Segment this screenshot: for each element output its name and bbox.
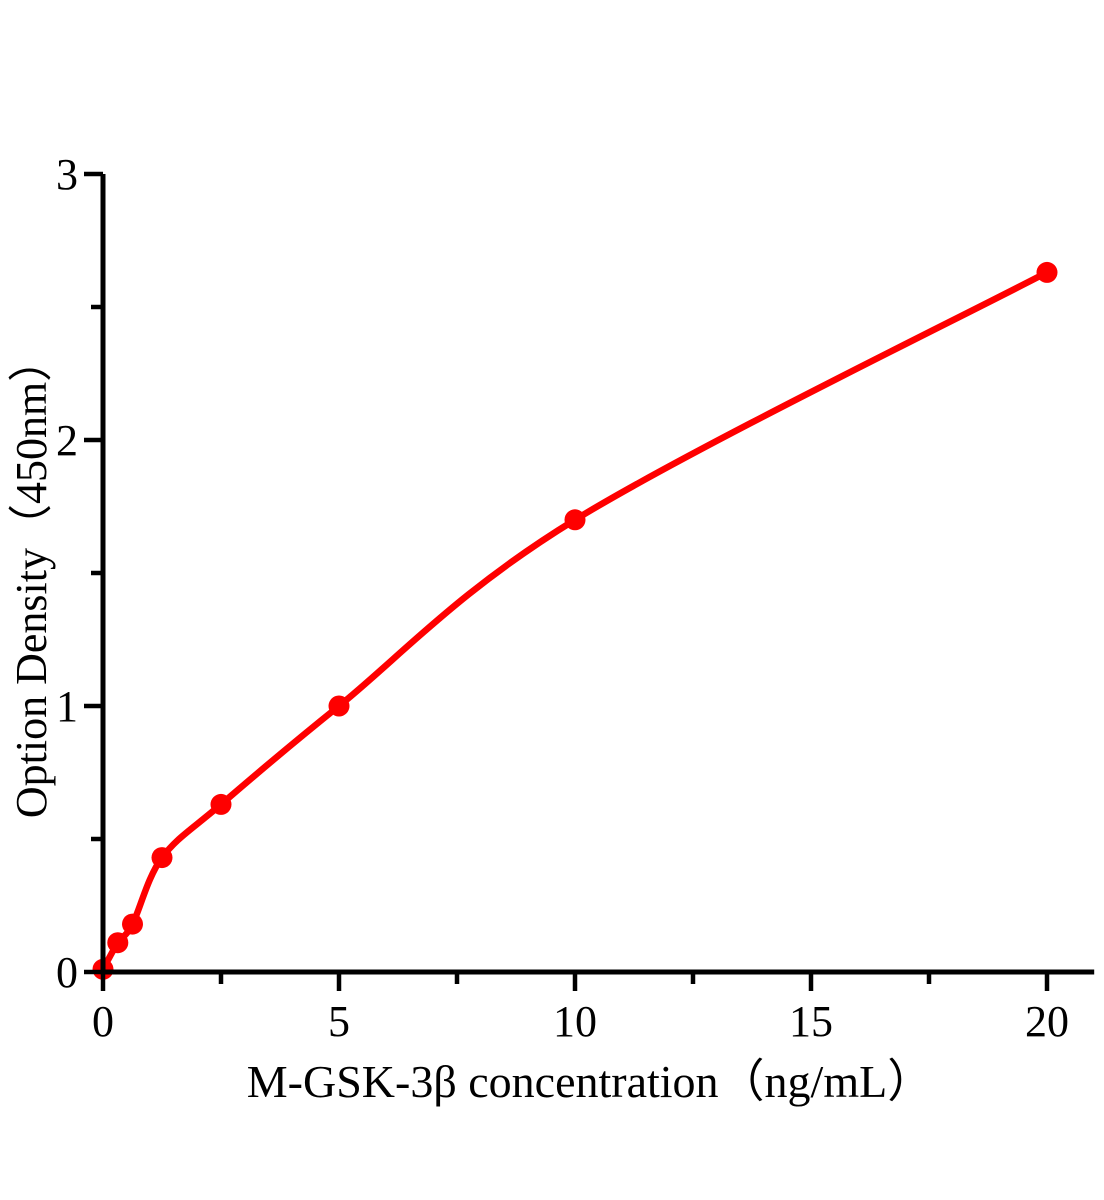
x-tick-label-15: 15 bbox=[789, 997, 833, 1046]
data-point-marker-2.5 bbox=[210, 793, 232, 815]
x-axis-title: M-GSK-3β concentration（ng/mL） bbox=[247, 1056, 933, 1107]
y-tick-label-3: 3 bbox=[56, 150, 78, 199]
data-point-marker-0.625 bbox=[122, 913, 143, 935]
y-tick-label-1: 1 bbox=[56, 682, 78, 731]
marker-layer bbox=[92, 261, 1058, 980]
standard-curve-path bbox=[99, 269, 1051, 973]
tick-label-layer: 0 5 10 15 20 0 1 2 3 bbox=[56, 150, 1069, 1046]
data-point-marker-5 bbox=[328, 695, 350, 717]
x-tick-label-5: 5 bbox=[328, 997, 350, 1046]
data-point-marker-10 bbox=[564, 509, 586, 531]
data-point-marker-0.313 bbox=[107, 932, 129, 954]
curve-layer bbox=[99, 269, 1051, 973]
x-tick-label-0: 0 bbox=[92, 997, 114, 1046]
axis-layer bbox=[84, 171, 1095, 991]
y-tick-label-0: 0 bbox=[56, 948, 78, 997]
y-axis-title: Option Density（450nm） bbox=[7, 338, 56, 818]
x-tick-label-20: 20 bbox=[1025, 997, 1069, 1046]
data-point-marker-20 bbox=[1036, 261, 1058, 283]
x-tick-label-10: 10 bbox=[553, 997, 597, 1046]
y-tick-label-2: 2 bbox=[56, 416, 78, 465]
data-point-marker-1.25 bbox=[151, 847, 173, 869]
